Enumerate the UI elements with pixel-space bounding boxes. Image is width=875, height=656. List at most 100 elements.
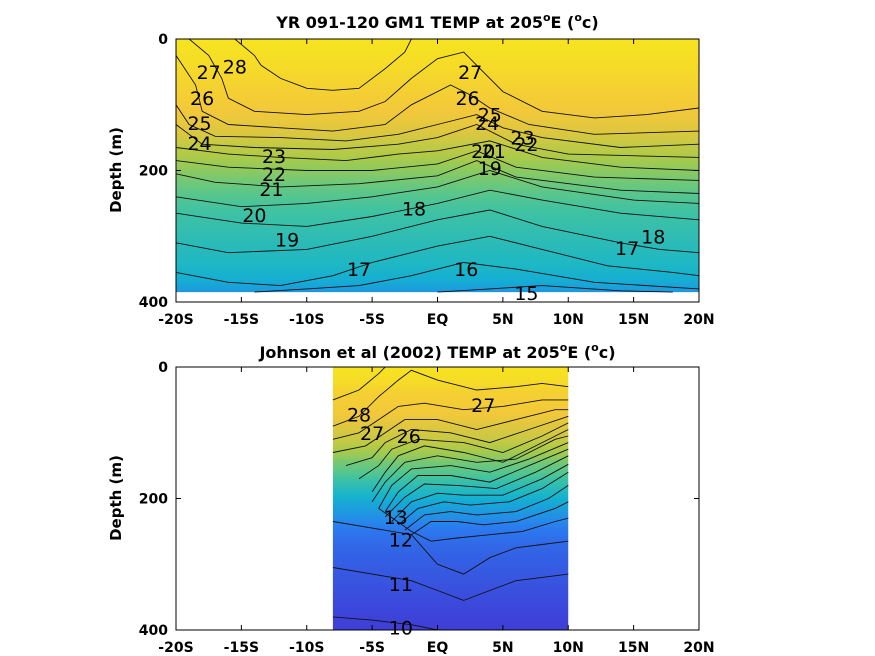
x-tick-label: -20S	[158, 312, 193, 328]
contour-line-14	[411, 501, 569, 536]
contour-line-27	[188, 39, 699, 119]
contour-line-22	[371, 429, 569, 493]
contour-line-24	[176, 124, 699, 158]
contour-label: 26	[190, 88, 214, 110]
contour-label: 15	[514, 283, 538, 305]
contour-label: 25	[478, 105, 502, 127]
contour-label: 23	[262, 146, 286, 168]
chart-title-top: YR 091-120 GM1 TEMP at 205oE (oc)	[275, 11, 598, 32]
x-tick-label: -20S	[158, 640, 193, 656]
contour-line-19	[176, 189, 699, 227]
field-top	[176, 39, 699, 293]
contour-label: 17	[615, 238, 639, 260]
x-tick-label: 10N	[553, 640, 584, 656]
x-tick-label: 10N	[553, 312, 584, 328]
contour-label: 23	[510, 128, 534, 150]
contour-line-20	[378, 442, 569, 509]
x-tick-label: EQ	[427, 312, 449, 328]
contour-line-21	[176, 160, 699, 194]
contour-label: 27	[360, 423, 384, 445]
contour-label: 24	[475, 113, 499, 135]
x-ticks-top: -20S -15S -10S -5S EQ 5N 10N 15N 20N	[158, 39, 715, 328]
contour-label: 21	[259, 179, 283, 201]
contour-label: 19	[478, 158, 502, 180]
y-tick-label: 0	[158, 32, 168, 48]
contour-line-22	[176, 150, 699, 181]
contour-line-23	[176, 140, 699, 171]
contour-label: 16	[454, 259, 478, 281]
contour-line-28	[332, 367, 386, 401]
contour-line-21	[371, 435, 569, 503]
contour-line-28	[234, 39, 412, 91]
contour-label: 28	[347, 404, 371, 426]
x-tick-label: EQ	[427, 640, 449, 656]
y-tick-label: 200	[139, 164, 168, 180]
contour-line-26	[332, 399, 569, 440]
x-tick-label: -15S	[224, 312, 259, 328]
x-tick-label: -10S	[289, 640, 324, 656]
contour-label: 22	[262, 164, 286, 186]
contour-line-18	[176, 209, 699, 254]
contour-line-26	[176, 55, 699, 135]
x-tick-label: -10S	[289, 312, 324, 328]
contour-line-24	[345, 415, 569, 467]
y-ticks-top: 0 200 400	[139, 32, 699, 311]
contour-line-15	[437, 285, 673, 293]
contour-line-10	[332, 616, 438, 630]
y-tick-label: 200	[139, 492, 168, 508]
contour-label: 27	[458, 62, 482, 84]
contour-label: 12	[389, 529, 413, 551]
contour-label: 17	[347, 259, 371, 281]
contour-line-27	[332, 369, 569, 427]
contour-label: 20	[471, 141, 495, 163]
contour-label: 24	[187, 133, 211, 155]
x-tick-label: -5S	[359, 640, 385, 656]
contour-label: 28	[223, 57, 247, 79]
contour-line-11	[332, 567, 569, 601]
contour-line-13	[378, 508, 569, 542]
contour-label: 22	[514, 134, 538, 156]
x-tick-label: 20N	[683, 640, 714, 656]
x-tick-label: 5N	[492, 312, 513, 328]
contour-label: 25	[187, 113, 211, 135]
contour-line-20	[176, 170, 699, 208]
x-tick-label: -5S	[359, 312, 385, 328]
contour-line-17	[391, 463, 569, 522]
x-ticks-bottom: -20S -15S -10S -5S EQ 5N 10N 15N 20N	[158, 367, 715, 656]
y-axis-label-top: Depth (m)	[107, 127, 125, 213]
contour-label: 13	[384, 507, 408, 529]
contour-line-23	[358, 422, 569, 480]
field-bottom	[332, 367, 569, 630]
y-tick-label: 400	[139, 295, 168, 311]
y-tick-label: 400	[139, 623, 168, 639]
chart-panel-top: YR 091-120 GM1 TEMP at 205oE (oc) 282726…	[107, 11, 715, 328]
contour-line-15	[404, 485, 569, 531]
temperature-field-bottom	[332, 367, 569, 630]
x-tick-label: 15N	[618, 312, 649, 328]
temperature-field-top	[176, 39, 699, 293]
contour-label: 26	[397, 426, 421, 448]
x-tick-label: -15S	[224, 640, 259, 656]
contour-line-18	[384, 455, 569, 518]
contour-label: 27	[197, 62, 221, 84]
contour-line-12	[332, 521, 569, 575]
contour-line-16	[398, 471, 569, 526]
x-tick-label: 5N	[492, 640, 513, 656]
contour-label: 18	[402, 199, 426, 221]
x-tick-label: 20N	[683, 312, 714, 328]
y-tick-label: 0	[158, 360, 168, 376]
contour-line-17	[176, 235, 699, 287]
contour-label: 19	[275, 230, 299, 252]
contour-line-19	[384, 448, 569, 512]
contour-label: 21	[482, 141, 506, 163]
contour-label: 26	[455, 88, 479, 110]
contour-label: 20	[242, 205, 266, 227]
contour-line-25	[332, 409, 569, 453]
x-tick-label: 15N	[618, 640, 649, 656]
contours-top	[176, 39, 699, 293]
contour-label: 10	[389, 617, 413, 639]
chart-panel-bottom: Johnson et al (2002) TEMP at 205oE (oc) …	[107, 341, 715, 656]
